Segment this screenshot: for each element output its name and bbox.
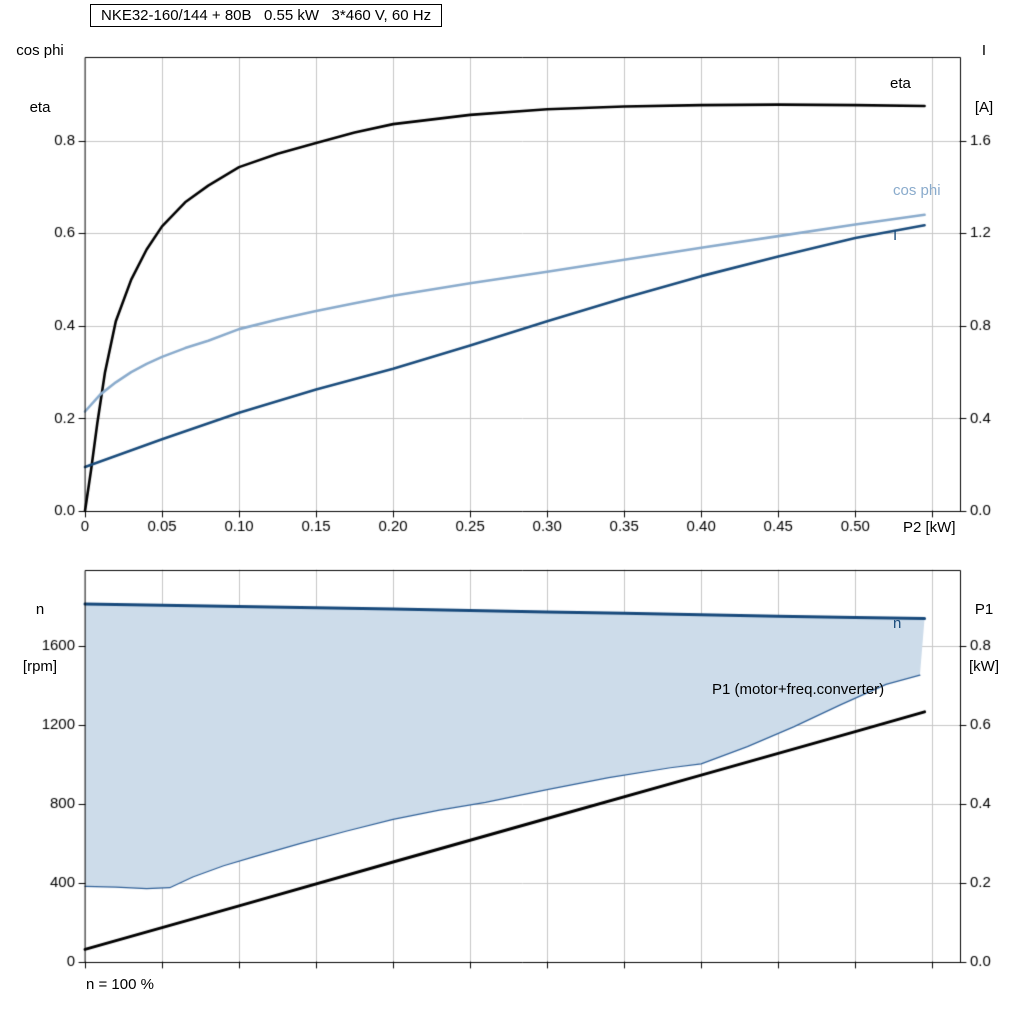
- bottom-left-axis-label: n [rpm]: [4, 562, 76, 714]
- eta-axis-label: eta: [29, 99, 51, 116]
- series-label-p1: P1 (motor+freq.converter): [712, 681, 885, 698]
- top-right-axis-label: I [A]: [952, 3, 1016, 155]
- speed-axis-unit: [rpm]: [22, 658, 58, 675]
- series-label-speed: n: [893, 615, 902, 632]
- series-label-current: I: [893, 227, 898, 244]
- p1-axis-unit: [kW]: [969, 658, 999, 675]
- x-axis-label: P2 [kW]: [903, 519, 956, 536]
- bottom-right-axis-label: P1 [kW]: [952, 562, 1016, 714]
- current-axis-label: I: [981, 42, 987, 59]
- top-left-axis-label: cos phi eta: [4, 3, 76, 155]
- speed-annotation: n = 100 %: [86, 976, 154, 993]
- series-label-cos-phi: cos phi: [893, 182, 941, 199]
- current-axis-unit: [A]: [974, 99, 994, 116]
- p1-axis-label: P1: [974, 601, 994, 618]
- speed-axis-label: n: [35, 601, 45, 618]
- chart-title: NKE32-160/144 + 80B 0.55 kW 3*460 V, 60 …: [90, 4, 443, 27]
- cos-phi-axis-label: cos phi: [16, 42, 64, 59]
- series-label-eta: eta: [890, 75, 911, 92]
